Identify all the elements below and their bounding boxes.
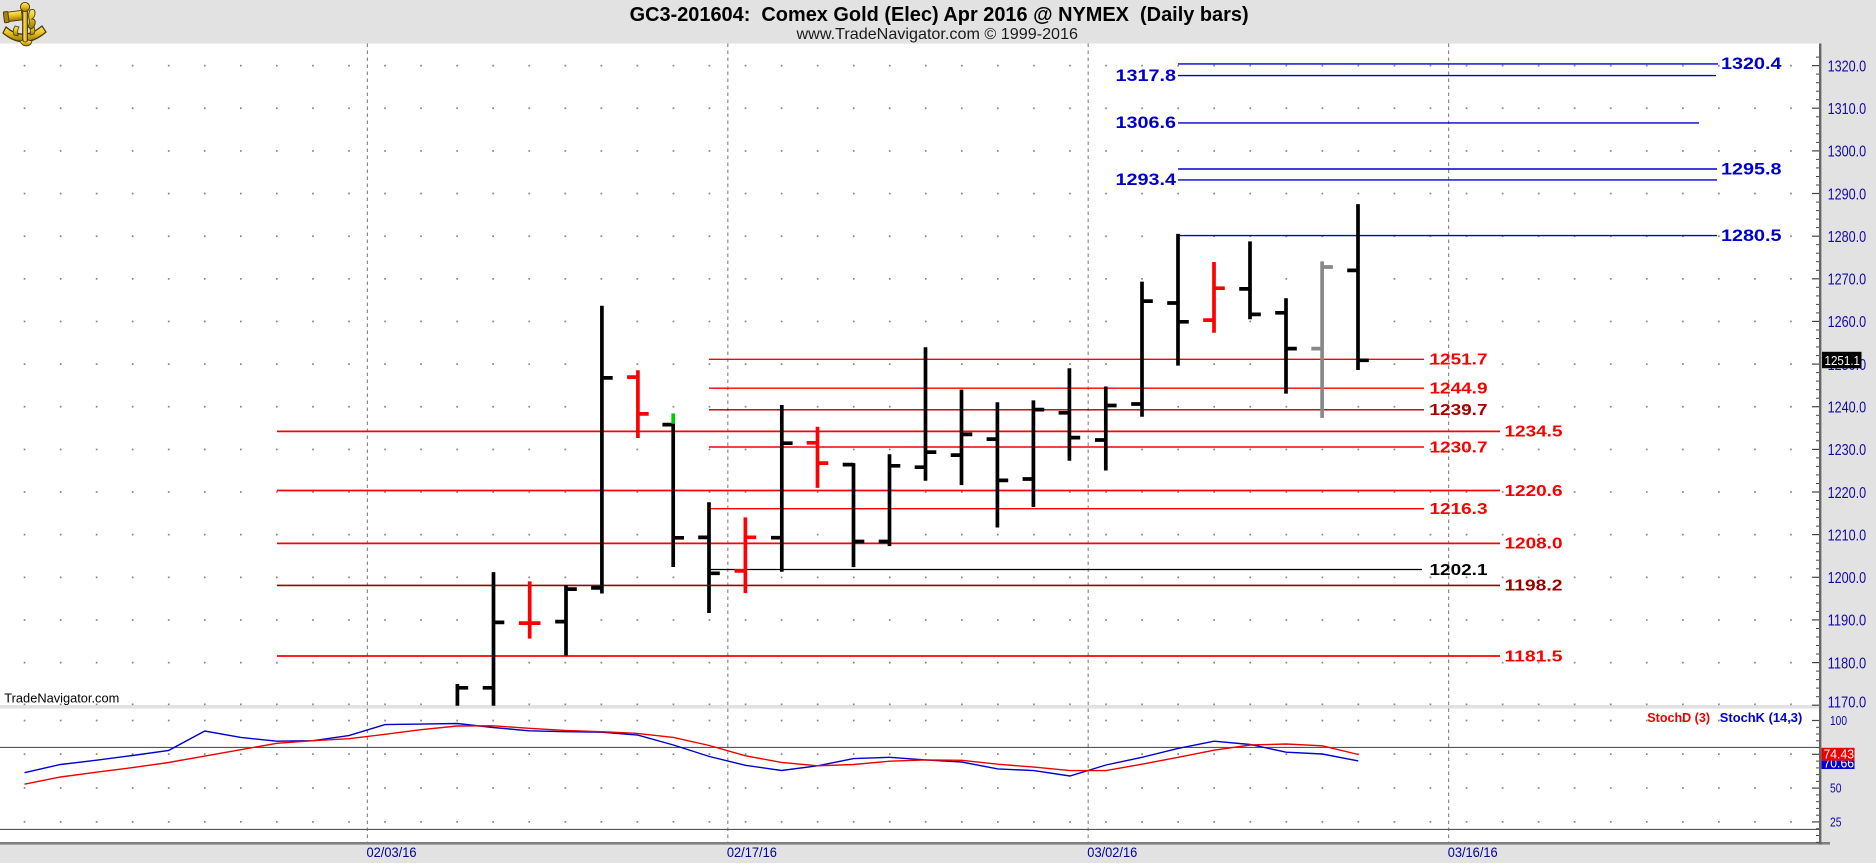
svg-text:1270.0: 1270.0 [1828, 272, 1867, 289]
svg-text:1320.4: 1320.4 [1721, 55, 1782, 73]
svg-text:GC3-201604: Comex Gold (Elec): GC3-201604: Comex Gold (Elec) Apr 2016 @… [630, 3, 1249, 26]
svg-text:1293.4: 1293.4 [1116, 171, 1177, 189]
svg-text:1180.0: 1180.0 [1828, 655, 1867, 672]
svg-text:1320.0: 1320.0 [1828, 58, 1867, 75]
svg-text:1295.8: 1295.8 [1721, 160, 1782, 178]
svg-text:1290.0: 1290.0 [1828, 186, 1867, 203]
svg-text:74.43: 74.43 [1824, 747, 1855, 761]
svg-text:1317.8: 1317.8 [1116, 67, 1177, 85]
svg-text:1244.9: 1244.9 [1430, 381, 1488, 398]
svg-text:1170.0: 1170.0 [1828, 694, 1867, 711]
svg-text:02/17/16: 02/17/16 [727, 845, 777, 860]
svg-text:1239.7: 1239.7 [1430, 402, 1488, 419]
svg-text:1200.0: 1200.0 [1828, 570, 1867, 587]
svg-text:1234.5: 1234.5 [1505, 424, 1563, 441]
svg-text:1260.0: 1260.0 [1828, 314, 1867, 331]
svg-text:1216.3: 1216.3 [1430, 501, 1488, 518]
svg-text:1251.7: 1251.7 [1430, 352, 1488, 369]
svg-text:1208.0: 1208.0 [1505, 536, 1563, 553]
svg-text:50: 50 [1830, 782, 1842, 796]
svg-text:StochK (14,3): StochK (14,3) [1720, 710, 1803, 725]
svg-text:1190.0: 1190.0 [1828, 613, 1867, 630]
svg-text:1202.1: 1202.1 [1430, 562, 1488, 579]
svg-text:1306.6: 1306.6 [1116, 114, 1177, 132]
svg-text:1230.0: 1230.0 [1828, 442, 1867, 459]
svg-text:1300.0: 1300.0 [1828, 144, 1867, 161]
svg-text:1210.0: 1210.0 [1828, 527, 1867, 544]
svg-text:02/03/16: 02/03/16 [367, 845, 417, 860]
svg-text:www.TradeNavigator.com © 1999-: www.TradeNavigator.com © 1999-2016 [795, 26, 1078, 43]
svg-text:1280.0: 1280.0 [1828, 229, 1867, 246]
svg-text:1220.0: 1220.0 [1828, 485, 1867, 502]
svg-text:1310.0: 1310.0 [1828, 101, 1867, 118]
svg-text:1198.2: 1198.2 [1505, 578, 1563, 595]
svg-text:1230.7: 1230.7 [1430, 439, 1488, 456]
svg-text:70.66: 70.66 [1824, 757, 1855, 771]
svg-text:03/02/16: 03/02/16 [1087, 845, 1137, 860]
svg-text:1251.1: 1251.1 [1825, 353, 1861, 368]
svg-text:StochD (3): StochD (3) [1647, 710, 1710, 725]
svg-text:03/16/16: 03/16/16 [1448, 845, 1498, 860]
svg-text:1280.5: 1280.5 [1721, 227, 1782, 245]
svg-text:25: 25 [1830, 815, 1842, 829]
svg-text:1181.5: 1181.5 [1505, 648, 1563, 665]
svg-text:1240.0: 1240.0 [1828, 400, 1867, 417]
svg-text:TradeNavigator.com: TradeNavigator.com [4, 692, 119, 706]
svg-text:1220.6: 1220.6 [1505, 483, 1563, 500]
svg-text:100: 100 [1830, 714, 1847, 728]
